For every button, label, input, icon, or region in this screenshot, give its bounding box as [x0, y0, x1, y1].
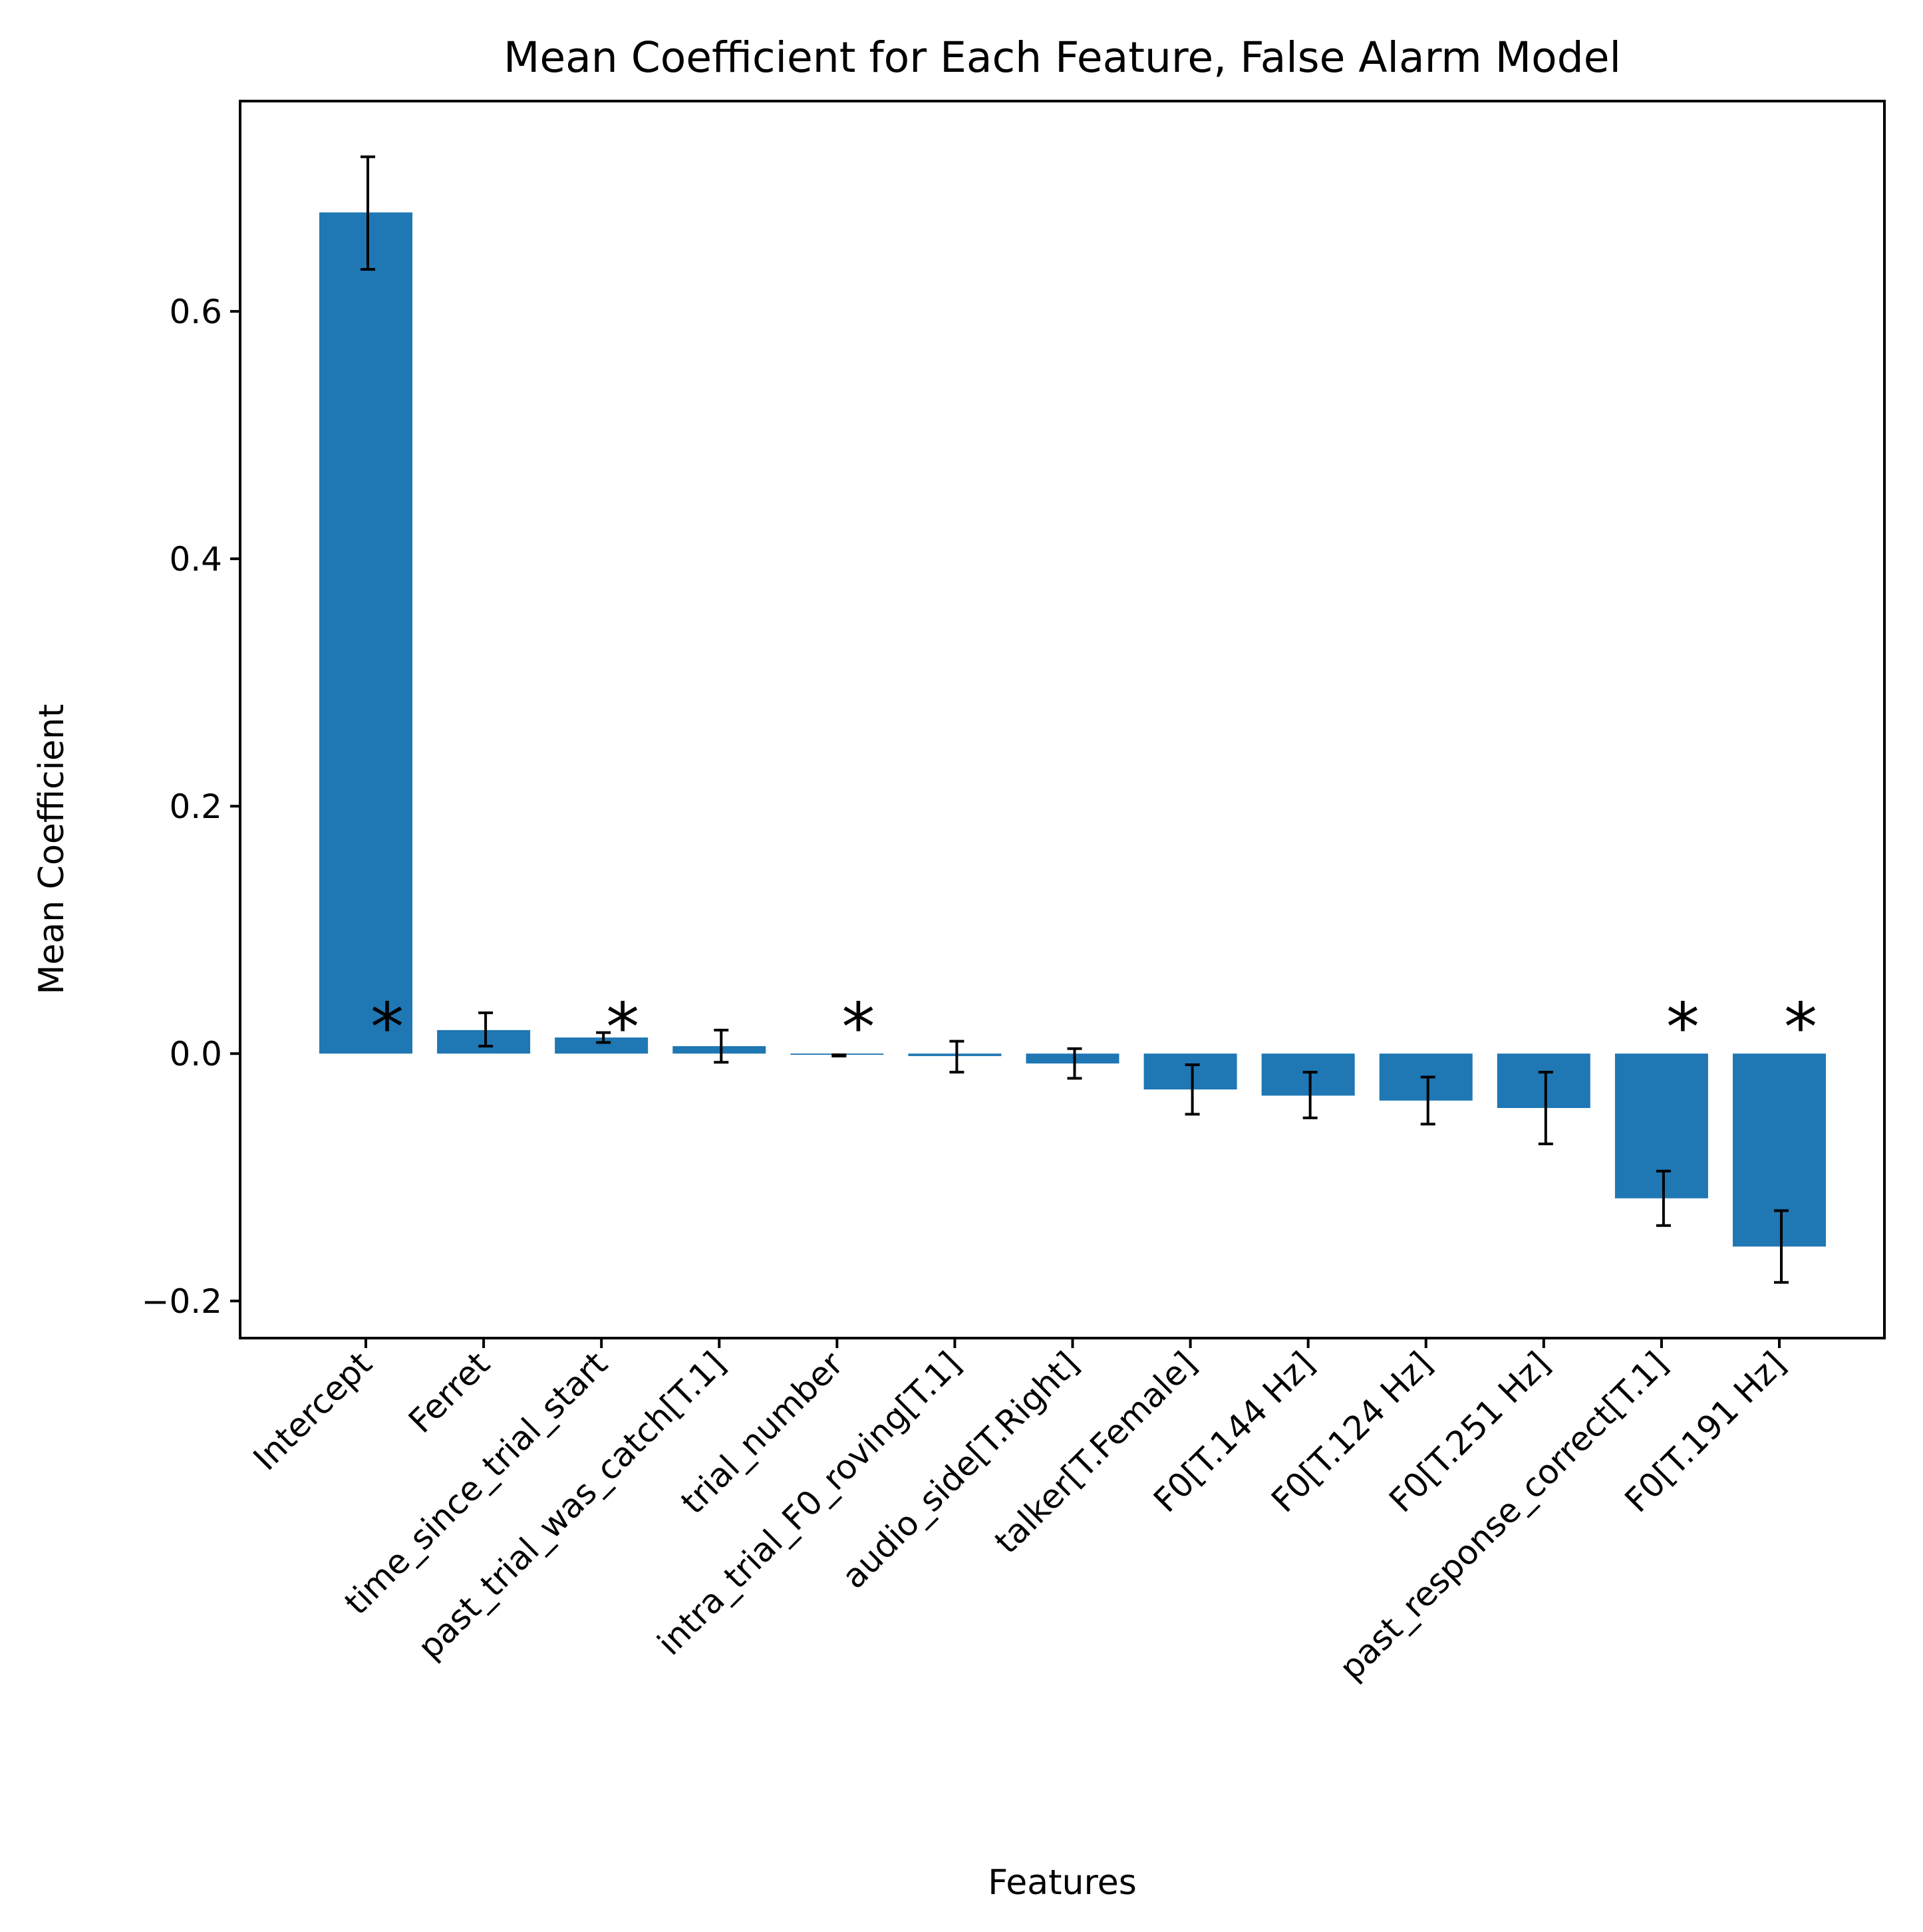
bar [1614, 1053, 1708, 1198]
significance-star: * [370, 988, 404, 1066]
bar [1733, 1053, 1826, 1247]
significance-star: * [1666, 988, 1700, 1066]
x-axis-label: Features [988, 1863, 1137, 1903]
chart-title: Mean Coefficient for Each Feature, False… [504, 33, 1621, 82]
y-tick-label: 0.6 [169, 293, 222, 331]
bar [672, 1046, 766, 1054]
significance-star: * [1784, 988, 1817, 1066]
bar [908, 1053, 1002, 1056]
y-tick-label: 0.4 [169, 540, 222, 579]
y-tick-label: 0.2 [169, 787, 222, 826]
bar [319, 212, 412, 1054]
bar [1497, 1053, 1590, 1109]
bar [437, 1030, 531, 1054]
significance-star: * [841, 988, 875, 1066]
significance-star: * [606, 988, 639, 1066]
axes-frame [239, 100, 1886, 1339]
y-axis-label: Mean Coefficient [32, 704, 72, 995]
bar [555, 1037, 649, 1054]
y-tick-label: −0.2 [142, 1282, 222, 1321]
bar [1026, 1053, 1119, 1064]
bar [1261, 1053, 1355, 1096]
y-tick-label: 0.0 [169, 1035, 222, 1073]
bar [1143, 1053, 1237, 1090]
